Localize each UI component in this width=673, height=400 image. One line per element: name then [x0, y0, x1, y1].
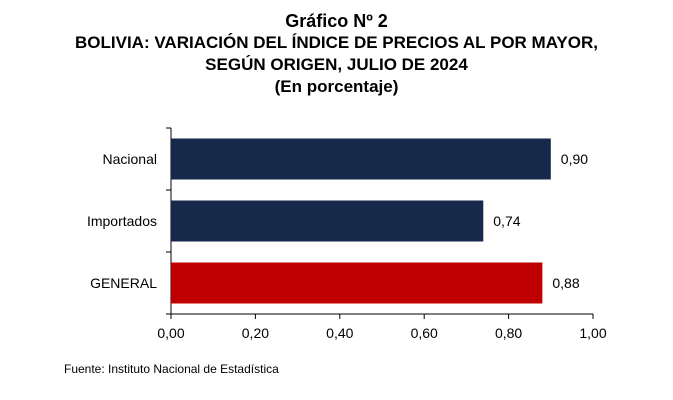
chart-title: Gráfico Nº 2 [285, 11, 388, 31]
bar-general [171, 262, 543, 304]
x-tick-label: 0,40 [326, 325, 353, 341]
category-label: GENERAL [90, 275, 157, 291]
data-label: 0,74 [493, 213, 520, 229]
chart-units: (En porcentaje) [274, 77, 399, 96]
bar-importados [171, 200, 484, 242]
x-tick-label: 0,20 [242, 325, 269, 341]
chart-subtitle-line-2: SEGÚN ORIGEN, JULIO DE 2024 [205, 55, 468, 74]
category-label: Importados [87, 213, 157, 229]
data-label: 0,88 [552, 275, 579, 291]
x-tick-label: 1,00 [579, 325, 606, 341]
data-label: 0,90 [561, 151, 588, 167]
x-tick-label: 0,80 [495, 325, 522, 341]
chart-title-block: Gráfico Nº 2 BOLIVIA: VARIACIÓN DEL ÍNDI… [0, 10, 673, 98]
x-tick-label: 0,60 [411, 325, 438, 341]
category-label: Nacional [103, 151, 157, 167]
chart-subtitle-line-1: BOLIVIA: VARIACIÓN DEL ÍNDICE DE PRECIOS… [75, 33, 598, 52]
x-tick-label: 0,00 [157, 325, 184, 341]
bar-nacional [171, 138, 551, 180]
source-note: Fuente: Instituto Nacional de Estadístic… [64, 362, 279, 376]
